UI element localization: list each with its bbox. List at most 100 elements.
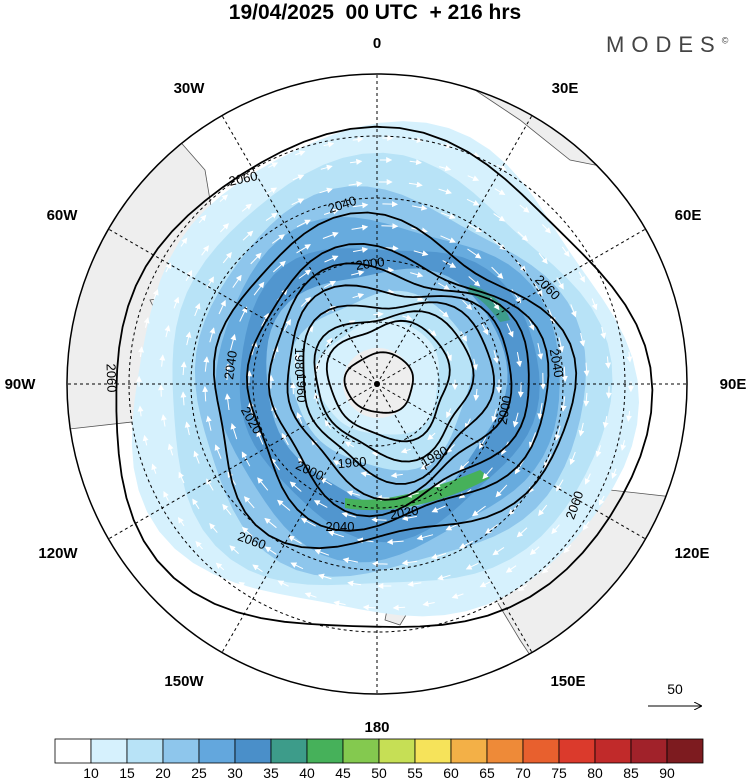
wind-vector-arrow [180, 361, 187, 376]
wind-vector-arrow [289, 481, 302, 492]
wind-vector-arrow [241, 203, 252, 212]
wind-vector-arrow [313, 500, 328, 508]
wind-vector-arrow [265, 212, 278, 222]
wind-vector-arrow [528, 432, 537, 449]
wind-vector-arrow [232, 274, 242, 288]
wind-vector-arrow [446, 351, 452, 362]
wind-vector-arrow [198, 214, 207, 224]
wind-vector-arrow [219, 194, 229, 202]
wind-vector-arrow [578, 422, 585, 437]
wind-vector-arrow [159, 354, 166, 367]
wind-vector-arrow [300, 296, 312, 307]
colorbar-tick-label: 30 [227, 765, 243, 781]
wind-vector-arrow [506, 323, 514, 338]
meridian-line [108, 383, 378, 540]
height-contour [343, 351, 414, 414]
height-contour [313, 310, 475, 463]
wind-vector-arrow [569, 499, 578, 511]
wind-vector-arrow [347, 624, 359, 631]
map-content: 2060204020002060204019802060202019802000… [67, 74, 687, 694]
wind-vector-arrow [560, 396, 567, 412]
wind-vector-arrow [464, 611, 475, 618]
wind-vector-arrow [333, 460, 344, 467]
wind-vector-arrow [533, 283, 543, 297]
contour-label: 2000 [495, 395, 515, 426]
colorbar-tick-label: 50 [371, 765, 387, 781]
wind-vector-arrow [467, 248, 482, 259]
wind-vector-arrow [554, 425, 561, 441]
meridian-label-90w: 90W [5, 376, 37, 393]
wind-vector-arrow [323, 141, 335, 148]
wind-vector-arrow [288, 535, 302, 545]
wind-vector-arrow [215, 562, 225, 571]
wind-vectors [136, 135, 634, 633]
wind-vector-arrow [323, 208, 339, 215]
wind-vector-arrow [277, 499, 291, 511]
wind-vector-arrow [320, 477, 333, 486]
contour-label-text: 2000 [495, 395, 515, 426]
wind-vector-arrow [296, 412, 303, 424]
wind-vector-arrow [314, 549, 330, 556]
wind-vector-arrow [290, 610, 301, 617]
wind-vector-arrow [545, 197, 555, 206]
wind-vector-arrow [420, 463, 432, 470]
colorbar-tick-label: 25 [191, 765, 207, 781]
wind-vector-arrow [563, 544, 572, 554]
wind-vector-arrow [517, 584, 528, 592]
wind-vector-arrow [325, 337, 332, 347]
colorbar-swatch [270, 738, 308, 764]
wind-vector-arrow [324, 255, 339, 263]
wind-vector-arrow [620, 440, 627, 451]
wind-vector-arrow [522, 179, 532, 187]
wind-vector-arrow [352, 293, 365, 299]
wind-vector-arrow [439, 165, 452, 172]
wind-vector-arrow [621, 322, 628, 334]
wind-vector-arrow [300, 518, 316, 527]
wind-vector-arrow [428, 328, 437, 337]
wind-vector-arrow [433, 480, 447, 488]
contour-label-text: 2060 [104, 363, 120, 392]
wind-vector-arrow [479, 581, 491, 588]
contour-label: 2040 [326, 519, 355, 534]
wind-vector-arrow [206, 276, 214, 289]
meridian-label-30e: 30E [552, 80, 579, 97]
wind-vector-arrow [466, 198, 480, 206]
meridian-label-60w: 60W [47, 207, 79, 224]
wind-vector-arrow [250, 252, 262, 265]
meridian-line [221, 383, 378, 653]
wind-vector-arrow [446, 444, 455, 454]
wind-vector-arrow [438, 188, 452, 195]
wind-vector-arrow [407, 581, 422, 587]
contour-labels: 2060204020002060204019802060202019802000… [104, 168, 587, 552]
wind-vector-arrow [352, 202, 369, 209]
wind-vector-arrow [180, 391, 187, 406]
contour-label: 2040 [547, 348, 567, 379]
meridian-line [221, 115, 378, 385]
wind-vector-arrow [517, 382, 524, 398]
wind-vector-arrow [544, 453, 552, 469]
wind-vector-arrow [578, 271, 585, 283]
wind-vector-arrow [460, 331, 468, 342]
wind-vector-arrow [493, 213, 506, 222]
wind-vector-arrow [261, 312, 269, 327]
wind-vector-arrow [529, 546, 540, 555]
wind-vector-arrow [585, 241, 593, 252]
colorbar-tick-label: 15 [119, 765, 135, 781]
wind-vector-arrow [283, 319, 292, 332]
wind-vector-arrow [600, 326, 607, 340]
wind-vector-arrow [346, 490, 360, 497]
colorbar-tick-label: 85 [623, 765, 639, 781]
wind-vector-arrow [202, 385, 209, 402]
wind-vector-arrow [472, 358, 478, 371]
wind-vector-arrow [492, 350, 499, 364]
wind-vector-arrow [180, 237, 188, 247]
wind-vector-arrow [253, 281, 265, 296]
height-contour [115, 125, 654, 628]
height-contour [212, 211, 578, 550]
wind-vector-arrow [422, 600, 435, 607]
wind-vector-arrow [400, 447, 411, 454]
wind-vector-arrow [242, 176, 253, 184]
modes-logo: MODES© [606, 32, 729, 57]
wind-vector-arrow [512, 412, 519, 428]
wind-vector-arrow [409, 159, 422, 166]
